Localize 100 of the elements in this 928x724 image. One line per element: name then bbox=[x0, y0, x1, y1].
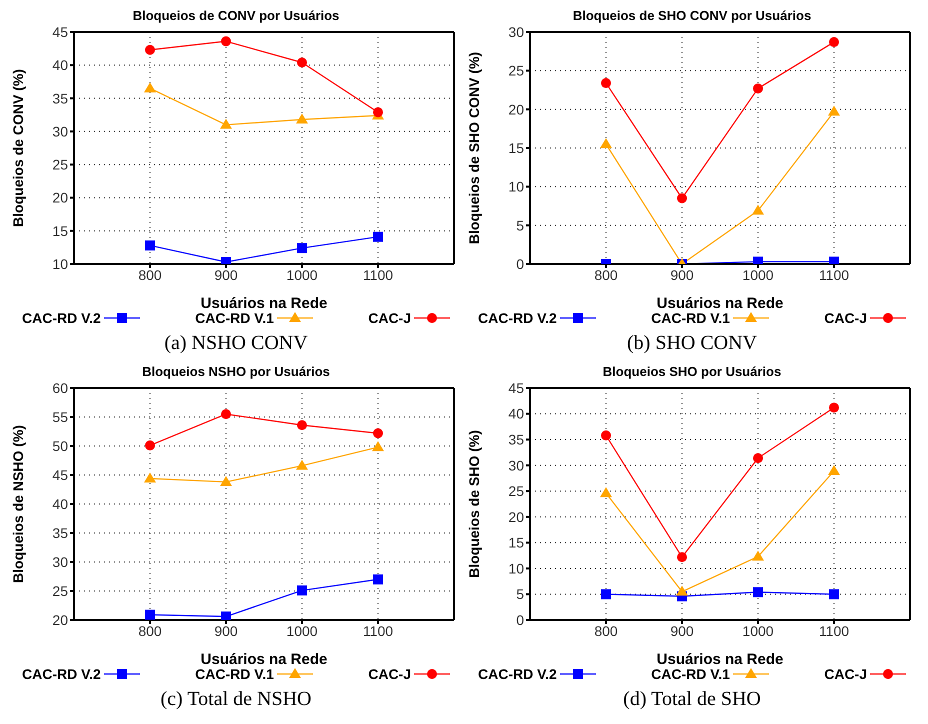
x-tick-label: 1000 bbox=[286, 622, 318, 639]
point bbox=[145, 440, 155, 450]
x-axis-title: Usuários na Rede bbox=[200, 295, 328, 312]
legend-label: CAC-RD V.1 bbox=[651, 666, 730, 682]
chart-title: Bloqueios de SHO CONV por Usuários bbox=[572, 8, 812, 23]
point bbox=[296, 113, 308, 124]
point bbox=[600, 487, 612, 498]
point bbox=[297, 420, 307, 430]
x-tick-label: 900 bbox=[670, 622, 694, 639]
x-tick-label: 900 bbox=[214, 266, 238, 283]
text: (b) SHO CONV bbox=[626, 332, 758, 355]
point bbox=[145, 240, 155, 250]
y-tick-label: 20 bbox=[508, 101, 524, 118]
y-tick-label: 35 bbox=[52, 90, 68, 106]
x-tick-label: 1100 bbox=[818, 622, 850, 639]
y-tick-label: 35 bbox=[508, 432, 524, 448]
y-tick-label: 35 bbox=[52, 524, 68, 541]
point bbox=[828, 106, 840, 116]
point bbox=[677, 552, 687, 562]
point bbox=[297, 585, 307, 596]
y-axis-title: Bloqueios de SHO (%) bbox=[466, 430, 482, 578]
x-tick-label: 800 bbox=[138, 266, 162, 283]
y-tick-label: 30 bbox=[508, 457, 524, 474]
text: (d) Total de SHO bbox=[622, 688, 762, 711]
point bbox=[372, 441, 384, 452]
y-tick-label: 40 bbox=[508, 406, 524, 422]
point bbox=[753, 453, 763, 464]
point bbox=[829, 402, 839, 413]
y-tick-label: 45 bbox=[508, 380, 524, 396]
point bbox=[829, 37, 839, 48]
legend-label: CAC-J bbox=[824, 310, 867, 326]
x-tick-label: 1000 bbox=[742, 622, 774, 639]
legend-label: CAC-RD V.2 bbox=[478, 310, 557, 326]
y-tick-label: 0 bbox=[516, 256, 524, 272]
legend-label: CAC-RD V.1 bbox=[195, 310, 274, 326]
y-tick-label: 20 bbox=[52, 612, 68, 628]
y-tick-label: 30 bbox=[52, 554, 68, 570]
y-tick-label: 50 bbox=[52, 438, 68, 454]
chart-title: Bloqueios NSHO por Usuários bbox=[142, 364, 330, 379]
chart-title: Bloqueios de CONV por Usuários bbox=[132, 8, 340, 23]
x-axis-title: Usuários na Rede bbox=[656, 295, 784, 312]
legend-label: CAC-J bbox=[368, 666, 411, 682]
y-tick-label: 40 bbox=[52, 57, 68, 74]
y-tick-label: 40 bbox=[52, 496, 68, 512]
point bbox=[145, 44, 155, 55]
point bbox=[753, 587, 763, 598]
legend-label: CAC-RD V.1 bbox=[651, 310, 730, 326]
y-axis-title: Bloqueios de NSHO (%) bbox=[10, 425, 26, 583]
x-tick-label: 1000 bbox=[742, 266, 774, 283]
y-tick-label: 30 bbox=[52, 123, 68, 140]
legend-label: CAC-J bbox=[368, 310, 411, 326]
legend-label: CAC-RD V.2 bbox=[22, 666, 101, 682]
point bbox=[752, 204, 764, 215]
point bbox=[221, 36, 231, 46]
point bbox=[221, 409, 231, 420]
y-tick-label: 10 bbox=[52, 256, 68, 272]
y-tick-label: 15 bbox=[508, 140, 524, 156]
point bbox=[220, 118, 232, 129]
y-tick-label: 60 bbox=[52, 380, 68, 396]
legend-label: CAC-RD V.2 bbox=[22, 310, 101, 326]
x-tick-label: 1100 bbox=[818, 266, 850, 283]
x-tick-label: 800 bbox=[138, 622, 162, 639]
y-tick-label: 55 bbox=[52, 408, 68, 425]
point bbox=[220, 476, 232, 486]
point bbox=[601, 589, 611, 600]
x-axis-title: Usuários na Rede bbox=[200, 651, 328, 668]
y-tick-label: 20 bbox=[508, 508, 524, 525]
x-tick-label: 800 bbox=[594, 266, 618, 283]
x-axis-title: Usuários na Rede bbox=[656, 651, 784, 668]
point bbox=[373, 574, 383, 584]
x-tick-label: 900 bbox=[214, 622, 238, 639]
y-tick-label: 15 bbox=[508, 534, 524, 551]
point bbox=[297, 57, 307, 68]
point bbox=[296, 460, 308, 470]
y-tick-label: 25 bbox=[508, 483, 524, 500]
y-tick-label: 45 bbox=[52, 24, 68, 40]
point bbox=[677, 193, 687, 204]
y-tick-label: 10 bbox=[508, 178, 524, 195]
x-tick-label: 1000 bbox=[286, 266, 318, 283]
point bbox=[828, 465, 840, 476]
point bbox=[676, 586, 688, 596]
y-tick-label: 15 bbox=[52, 222, 68, 239]
x-tick-label: 900 bbox=[670, 266, 694, 283]
y-tick-label: 30 bbox=[508, 24, 524, 40]
point bbox=[373, 428, 383, 438]
point bbox=[373, 232, 383, 242]
y-tick-label: 20 bbox=[52, 190, 68, 206]
y-tick-label: 5 bbox=[516, 586, 524, 602]
point bbox=[145, 610, 155, 620]
chart-title: Bloqueios SHO por Usuários bbox=[602, 364, 782, 379]
legend-label: CAC-RD V.2 bbox=[478, 666, 557, 682]
y-tick-label: 5 bbox=[516, 217, 524, 234]
y-axis-title: Bloqueios de CONV (%) bbox=[10, 69, 26, 227]
y-axis-title: Bloqueios de SHO CONV (%) bbox=[466, 52, 482, 244]
text: (c) Total de NSHO bbox=[160, 688, 312, 711]
point bbox=[752, 550, 764, 561]
point bbox=[601, 430, 611, 440]
point bbox=[144, 82, 156, 92]
point bbox=[297, 243, 307, 254]
point bbox=[373, 107, 383, 118]
